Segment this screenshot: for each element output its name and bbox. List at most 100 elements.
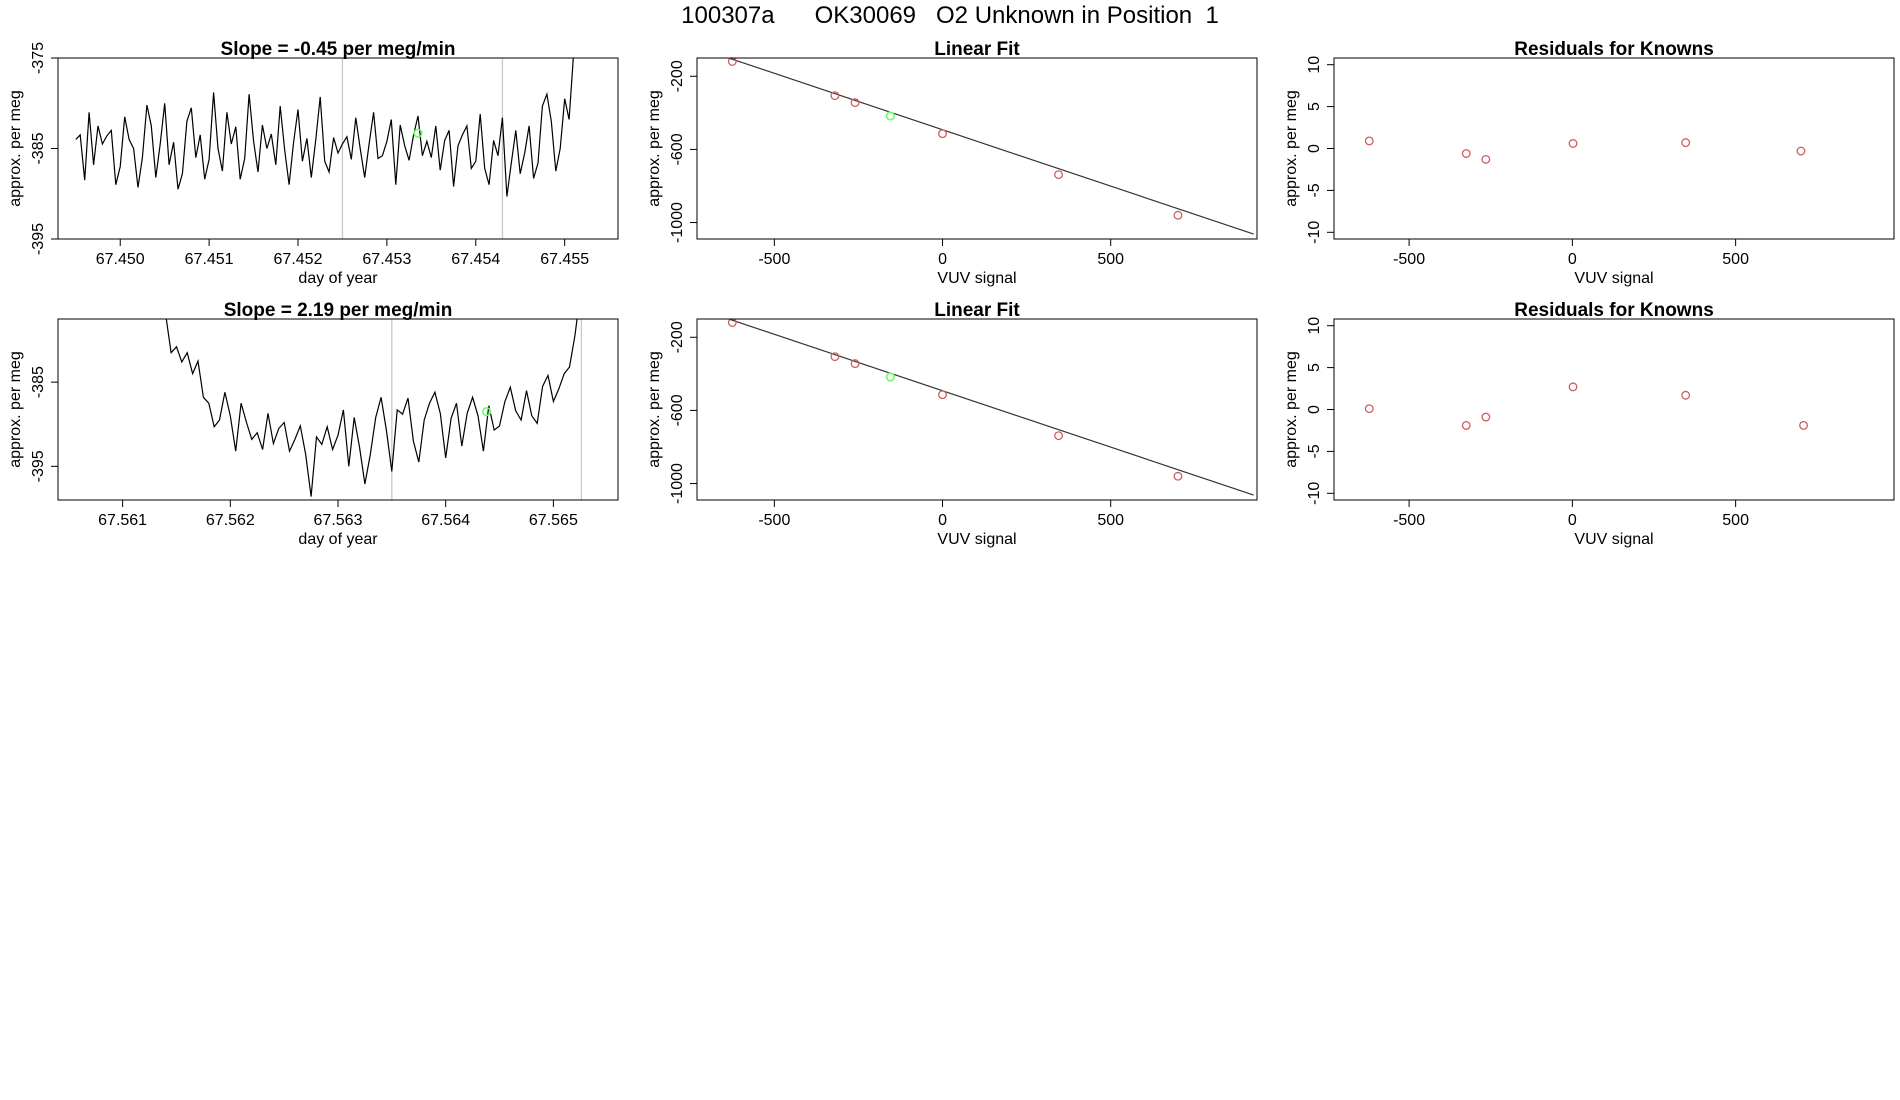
- y-tick-label: -1000: [669, 202, 686, 243]
- x-tick-label: 67.561: [98, 512, 147, 529]
- known-point: [1364, 404, 1374, 414]
- y-tick-label: -600: [669, 133, 686, 165]
- known-point: [1054, 170, 1064, 180]
- known-point: [1796, 146, 1806, 156]
- y-tick-label: -395: [30, 450, 47, 482]
- x-tick-label: 500: [1722, 512, 1749, 529]
- y-tick-label: 5: [1306, 363, 1323, 372]
- x-axis-label: VUV signal: [937, 270, 1016, 287]
- y-tick-label: -375: [30, 42, 47, 74]
- x-tick-label: -500: [758, 512, 790, 529]
- known-point: [1481, 412, 1491, 422]
- plot-title: Slope = 2.19 per meg/min: [224, 300, 453, 321]
- plot-title: Linear Fit: [934, 300, 1020, 321]
- unknown-point: [482, 407, 492, 417]
- plot-5: -500 0 500 -200 -600 -1000 Linear Fit VUV signa…: [646, 300, 1258, 548]
- x-tick-label: 67.563: [314, 512, 363, 529]
- known-point: [938, 129, 947, 139]
- plot-6: -500 0 500 10 5 0 -5 -10 Residuals for Knowns VUV…: [1283, 300, 1895, 548]
- y-axis-label: approx. per meg: [646, 351, 663, 468]
- x-tick-label: -500: [758, 251, 790, 268]
- page-title: 100307a OK30069 O2 Unknown in Position 1: [681, 2, 1219, 29]
- x-tick-label: -500: [1393, 251, 1425, 268]
- x-axis-label: VUV signal: [937, 531, 1016, 548]
- fit-line: [726, 58, 1254, 235]
- y-axis-label: approx. per meg: [646, 90, 663, 207]
- x-tick-label: 0: [1568, 512, 1577, 529]
- x-tick-label: 67.454: [451, 251, 500, 268]
- y-tick-label: -600: [669, 394, 686, 426]
- x-tick-label: 67.451: [185, 251, 234, 268]
- plot-frame: [1333, 57, 1895, 240]
- plot-frame: [1333, 318, 1895, 501]
- known-point: [1173, 471, 1183, 481]
- y-axis-label: approx. per meg: [7, 90, 24, 207]
- known-point: [1173, 210, 1183, 220]
- x-tick-label: 0: [938, 251, 947, 268]
- x-axis-label: VUV signal: [1574, 531, 1653, 548]
- known-point: [1481, 154, 1491, 164]
- unknown-point: [413, 128, 423, 138]
- known-point: [1461, 149, 1471, 158]
- plot-area: [726, 319, 1254, 496]
- plot-title: Slope = -0.45 per meg/min: [221, 39, 456, 60]
- x-tick-label: -500: [1393, 512, 1425, 529]
- unknown-point: [885, 372, 895, 382]
- series-line: [75, 58, 574, 197]
- x-tick-label: 500: [1722, 251, 1749, 268]
- y-tick-label: 10: [1306, 56, 1323, 74]
- x-tick-label: 67.452: [274, 251, 323, 268]
- x-tick-label: 0: [938, 512, 947, 529]
- x-tick-label: 67.565: [529, 512, 578, 529]
- plot-area: [75, 58, 574, 239]
- x-tick-label: 500: [1097, 251, 1124, 268]
- known-point: [1364, 136, 1374, 146]
- y-tick-label: -10: [1306, 482, 1323, 505]
- known-point: [1461, 420, 1471, 430]
- known-point: [830, 352, 840, 362]
- y-tick-label: -1000: [669, 463, 686, 504]
- x-axis-label: VUV signal: [1574, 270, 1653, 287]
- plot-1: 67.450 67.451 67.452 67.453 67.454 67.455 -375…: [7, 39, 619, 287]
- plot-frame: [696, 318, 1258, 501]
- known-point: [1568, 382, 1578, 392]
- y-axis-label: approx. per meg: [1283, 351, 1300, 468]
- x-tick-label: 67.450: [96, 251, 145, 268]
- plot-area: [726, 58, 1254, 235]
- known-point: [1681, 138, 1691, 148]
- plot-title: Residuals for Knowns: [1514, 300, 1714, 321]
- plot-frame: [57, 318, 619, 501]
- known-point: [850, 359, 860, 369]
- y-tick-label: 0: [1306, 405, 1323, 414]
- y-tick-label: 0: [1306, 144, 1323, 153]
- known-point: [938, 390, 947, 400]
- known-point: [850, 98, 860, 108]
- y-tick-label: -200: [669, 321, 686, 353]
- known-point: [1568, 139, 1578, 148]
- known-point: [1681, 390, 1691, 400]
- y-tick-label: -395: [30, 223, 47, 255]
- x-axis-label: day of year: [298, 531, 378, 548]
- x-tick-label: 67.453: [362, 251, 411, 268]
- plot-frame: [696, 57, 1258, 240]
- fit-line: [726, 319, 1254, 496]
- known-point: [727, 58, 737, 66]
- plot-2: -500 0 500 -200 -600 -1000 Linear Fit VUV signa…: [646, 39, 1258, 287]
- y-axis-label: approx. per meg: [1283, 90, 1300, 207]
- plot-3: -500 0 500 10 5 0 -5 -10 Residuals for Knowns VUV…: [1283, 39, 1895, 287]
- y-tick-label: -10: [1306, 221, 1323, 244]
- x-tick-label: 67.564: [421, 512, 470, 529]
- known-point: [727, 319, 737, 327]
- x-tick-label: 67.562: [206, 512, 255, 529]
- y-tick-label: -5: [1306, 444, 1323, 458]
- plot-title: Linear Fit: [934, 39, 1020, 60]
- known-point: [1054, 431, 1064, 441]
- y-tick-label: -200: [669, 60, 686, 92]
- x-tick-label: 500: [1097, 512, 1124, 529]
- known-point: [830, 91, 840, 101]
- plot-area: [1364, 382, 1809, 430]
- y-tick-label: -5: [1306, 183, 1323, 197]
- x-axis-label: day of year: [298, 270, 378, 287]
- x-tick-label: 0: [1568, 251, 1577, 268]
